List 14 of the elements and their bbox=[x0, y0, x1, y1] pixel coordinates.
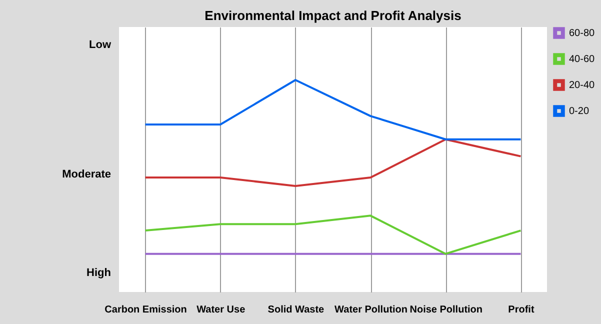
text: Low bbox=[89, 39, 112, 52]
text: Moderate bbox=[62, 168, 111, 180]
x-tick-label: Noise Pollution bbox=[410, 304, 483, 316]
chart-title: Environmental Impact and Profit Analysis bbox=[204, 8, 462, 23]
legend-label: 40-60 bbox=[569, 54, 596, 65]
x-tick-label: Profit bbox=[508, 304, 535, 316]
legend-label: 60-80 bbox=[569, 28, 596, 39]
x-tick-label: Carbon Emission bbox=[104, 304, 187, 316]
legend-label: 0-20 bbox=[569, 106, 590, 117]
x-tick-label: Water Pollution bbox=[334, 304, 408, 316]
text: High bbox=[86, 266, 112, 279]
legend-label: 20-40 bbox=[569, 80, 596, 91]
x-tick-label: Solid Waste bbox=[268, 304, 325, 316]
x-tick-label: Water Use bbox=[196, 304, 246, 316]
